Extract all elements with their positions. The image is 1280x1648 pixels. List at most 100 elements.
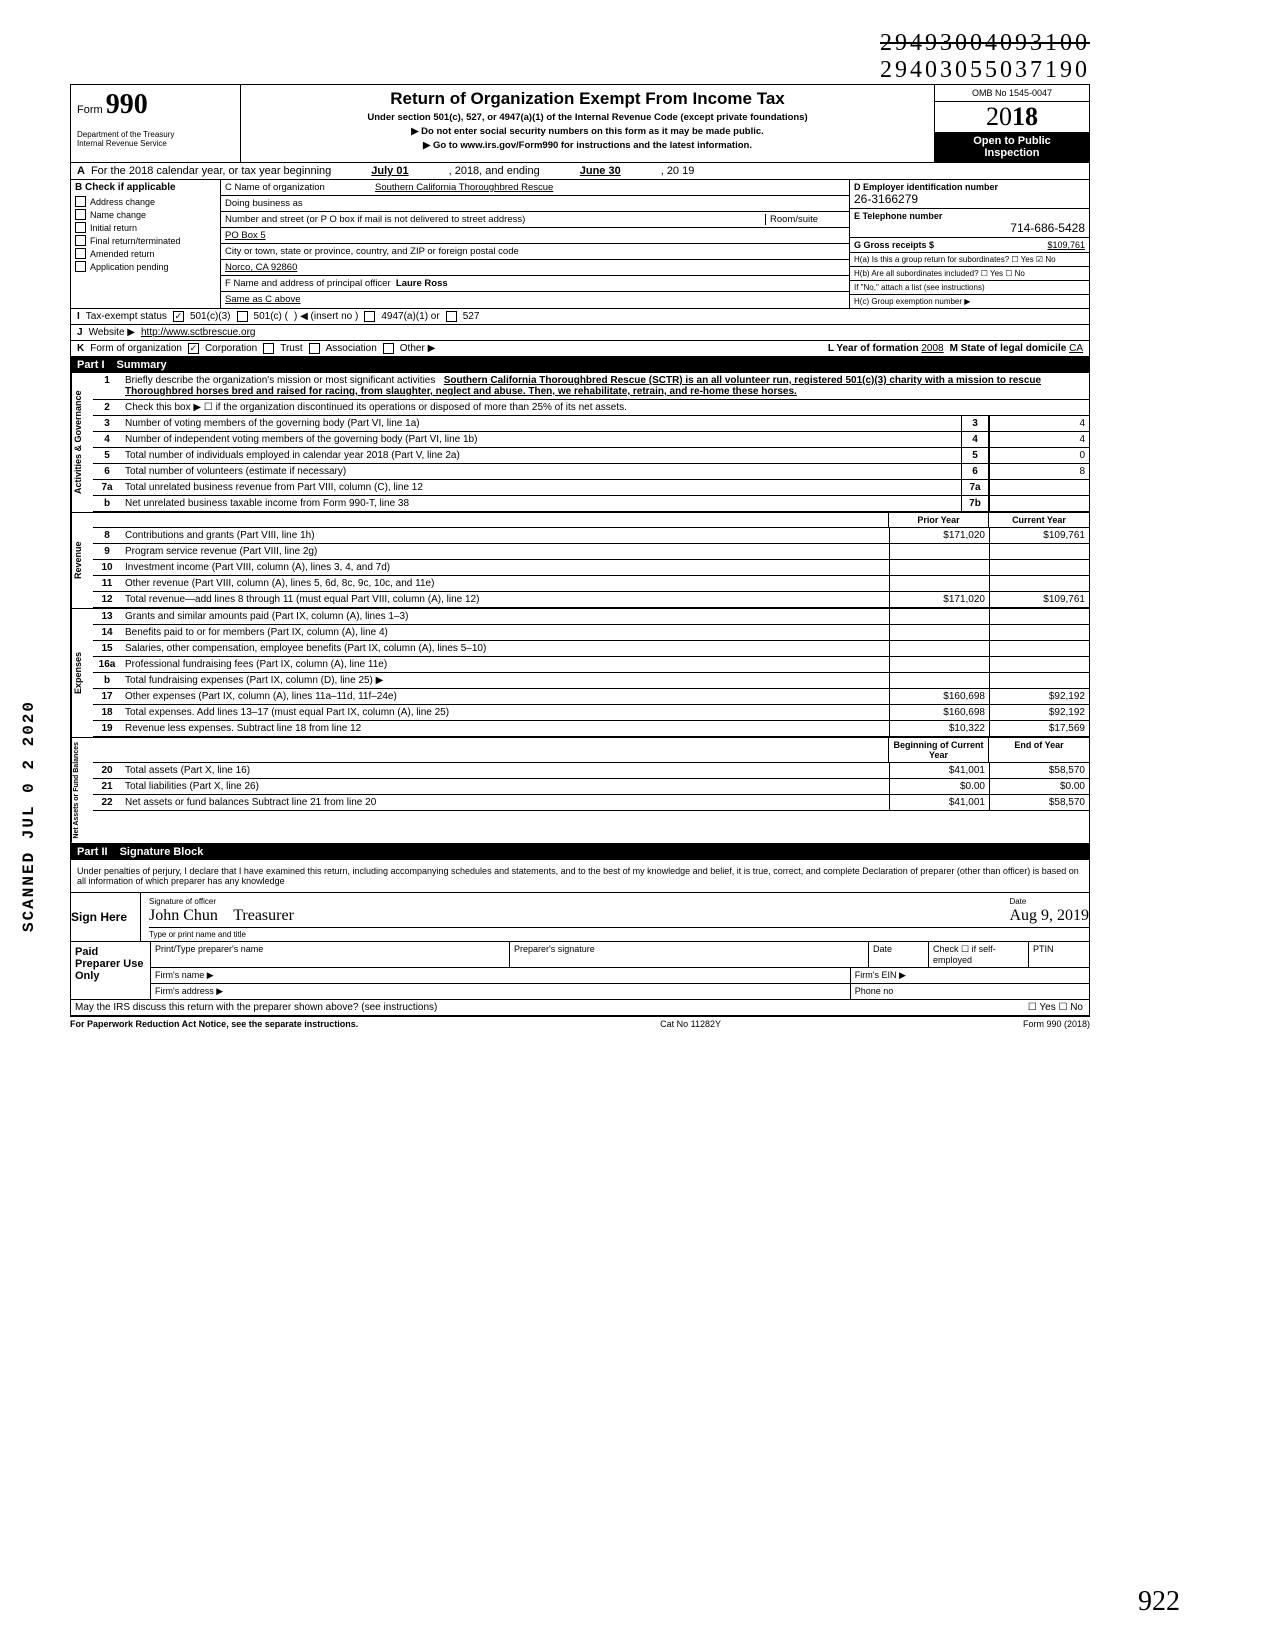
checkbox[interactable] bbox=[75, 248, 86, 259]
ly-val: 2008 bbox=[921, 343, 943, 354]
form-990: Form 990 Department of the Treasury Inte… bbox=[70, 84, 1090, 1017]
ck-501c3[interactable]: ✓ bbox=[173, 311, 184, 322]
checkbox-row: Address change bbox=[71, 195, 220, 208]
subtitle1: Under section 501(c), 527, or 4947(a)(1)… bbox=[247, 112, 928, 123]
prep-addr: Firm's address ▶ bbox=[151, 984, 851, 999]
cat: Cat No 11282Y bbox=[660, 1019, 721, 1029]
gross: $109,761 bbox=[1047, 240, 1085, 250]
sig-title: Treasurer bbox=[233, 907, 294, 924]
line-6: 6Total number of volunteers (estimate if… bbox=[93, 464, 1089, 480]
col-b: B Check if applicable Address changeName… bbox=[71, 180, 221, 308]
prep-c2: Preparer's signature bbox=[510, 942, 869, 967]
block-bc: B Check if applicable Address changeName… bbox=[71, 180, 1089, 309]
rowa-text: For the 2018 calendar year, or tax year … bbox=[91, 165, 331, 177]
open-inspection: Open to Public Inspection bbox=[935, 132, 1089, 162]
id-struck: 29493004093100 bbox=[70, 30, 1090, 57]
opt-527: 527 bbox=[463, 311, 480, 322]
b-text: Check if applicable bbox=[85, 182, 176, 193]
addr: PO Box 5 bbox=[225, 230, 266, 241]
checkbox[interactable] bbox=[75, 235, 86, 246]
opt-501c3: 501(c)(3) bbox=[190, 311, 231, 322]
line-7a: 7aTotal unrelated business revenue from … bbox=[93, 480, 1089, 496]
checkbox-label: Initial return bbox=[90, 223, 137, 233]
i-label: I bbox=[77, 311, 80, 322]
form-label: Form bbox=[77, 104, 103, 116]
prep-phone: Phone no bbox=[851, 984, 1089, 999]
c-label: C Name of organization bbox=[225, 182, 375, 193]
ck-other[interactable] bbox=[383, 343, 394, 354]
part2-title: Signature Block bbox=[120, 846, 204, 858]
subtitle2: ▶ Do not enter social security numbers o… bbox=[247, 126, 928, 137]
sig-label: Signature of officer bbox=[149, 897, 216, 906]
id-main: 29403055037190 bbox=[70, 57, 1090, 84]
line-4: 4Number of independent voting members of… bbox=[93, 432, 1089, 448]
checkbox[interactable] bbox=[75, 196, 86, 207]
checkbox-label: Final return/terminated bbox=[90, 236, 181, 246]
line-19: 19Revenue less expenses. Subtract line 1… bbox=[93, 721, 1089, 737]
discuss-q: May the IRS discuss this return with the… bbox=[71, 1000, 1022, 1015]
part1-header: Part I Summary bbox=[71, 357, 1089, 373]
hb: H(b) Are all subordinates included? ☐ Ye… bbox=[850, 267, 1089, 281]
row-a: A For the 2018 calendar year, or tax yea… bbox=[71, 163, 1089, 180]
checkbox-row: Amended return bbox=[71, 247, 220, 260]
cy-hdr: Current Year bbox=[989, 513, 1089, 527]
checkbox[interactable] bbox=[75, 222, 86, 233]
scanned-stamp: SCANNED JUL 0 2 2020 bbox=[20, 700, 38, 932]
footer: For Paperwork Reduction Act Notice, see … bbox=[70, 1017, 1090, 1031]
line-11: 11Other revenue (Part VIII, column (A), … bbox=[93, 576, 1089, 592]
end-date: June 30 bbox=[580, 165, 621, 177]
prep-label: Paid Preparer Use Only bbox=[71, 942, 151, 999]
checkbox[interactable] bbox=[75, 209, 86, 220]
e-label: E Telephone number bbox=[854, 211, 942, 221]
omb: OMB No 1545-0047 bbox=[935, 85, 1089, 102]
ha: H(a) Is this a group return for subordin… bbox=[850, 253, 1089, 267]
j-label: J bbox=[77, 327, 83, 338]
sig-name: John Chun bbox=[149, 907, 218, 924]
line-8: 8Contributions and grants (Part VIII, li… bbox=[93, 528, 1089, 544]
checkbox-row: Application pending bbox=[71, 260, 220, 273]
checkbox-row: Initial return bbox=[71, 221, 220, 234]
checkbox[interactable] bbox=[75, 261, 86, 272]
ck-501c[interactable] bbox=[237, 311, 248, 322]
part1-title: Summary bbox=[117, 359, 167, 371]
mission-intro: Briefly describe the organization's miss… bbox=[125, 375, 435, 386]
line-b: bNet unrelated business taxable income f… bbox=[93, 496, 1089, 512]
line-22: 22Net assets or fund balances Subtract l… bbox=[93, 795, 1089, 811]
pra: For Paperwork Reduction Act Notice, see … bbox=[70, 1019, 358, 1029]
i-text: Tax-exempt status bbox=[86, 311, 167, 322]
label-a: A bbox=[77, 165, 85, 177]
line-20: 20Total assets (Part X, line 16)$41,001$… bbox=[93, 763, 1089, 779]
row-i: I Tax-exempt status ✓501(c)(3) 501(c) ()… bbox=[71, 309, 1089, 325]
line-b: bTotal fundraising expenses (Part IX, co… bbox=[93, 673, 1089, 689]
line-13: 13Grants and similar amounts paid (Part … bbox=[93, 609, 1089, 625]
hb2: If "No," attach a list (see instructions… bbox=[850, 281, 1089, 295]
prep-ein: Firm's EIN ▶ bbox=[851, 968, 1089, 983]
ck-assoc[interactable] bbox=[309, 343, 320, 354]
line-3: 3Number of voting members of the governi… bbox=[93, 416, 1089, 432]
prep-c5: PTIN bbox=[1029, 942, 1089, 967]
line-16a: 16aProfessional fundraising fees (Part I… bbox=[93, 657, 1089, 673]
checkbox-label: Address change bbox=[90, 197, 155, 207]
ck-corp[interactable]: ✓ bbox=[188, 343, 199, 354]
title-cell: Return of Organization Exempt From Incom… bbox=[241, 85, 934, 162]
form-number: 990 bbox=[106, 89, 148, 120]
room-label: Room/suite bbox=[765, 214, 845, 225]
ck-trust[interactable] bbox=[263, 343, 274, 354]
addr-label: Number and street (or P O box if mail is… bbox=[225, 214, 765, 225]
paid-preparer: Paid Preparer Use Only Print/Type prepar… bbox=[71, 942, 1089, 1000]
date-label: Date bbox=[1009, 897, 1026, 906]
ck-4947[interactable] bbox=[364, 311, 375, 322]
opt-corp: Corporation bbox=[205, 343, 257, 354]
row-k: K Form of organization ✓Corporation Trus… bbox=[71, 341, 1089, 357]
form-title: Return of Organization Exempt From Incom… bbox=[247, 89, 928, 109]
city: Norco, CA 92860 bbox=[225, 262, 297, 273]
hc: H(c) Group exemption number ▶ bbox=[850, 295, 1089, 308]
subtitle3: ▶ Go to www.irs.gov/Form990 for instruct… bbox=[247, 140, 928, 151]
sig-date: Aug 9, 2019 bbox=[1009, 907, 1089, 924]
netassets-section: Net Assets or Fund Balances Beginning of… bbox=[71, 738, 1089, 844]
discuss-yn: ☐ Yes ☐ No bbox=[1022, 1000, 1089, 1015]
g-label: G Gross receipts $ bbox=[854, 240, 934, 250]
phone: 714-686-5428 bbox=[854, 221, 1085, 235]
ck-527[interactable] bbox=[446, 311, 457, 322]
ms-label: M State of legal domicile bbox=[950, 343, 1067, 354]
